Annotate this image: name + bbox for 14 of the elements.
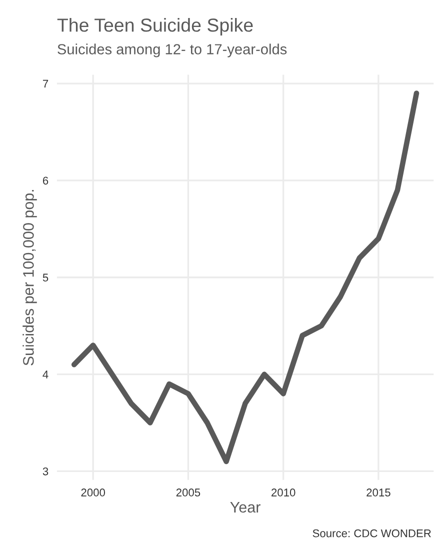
chart-title: The Teen Suicide Spike <box>57 18 253 36</box>
y-axis-title: Suicides per 100,000 pop. <box>22 190 37 366</box>
y-tick-label: 4 <box>42 370 48 378</box>
source-note: Source: CDC WONDER <box>312 529 431 538</box>
y-tick-label: 6 <box>42 176 48 185</box>
x-tick-label: 2000 <box>81 488 106 496</box>
x-tick-label: 2010 <box>272 488 296 496</box>
chart-subtitle: Suicides among 12- to 17-year-olds <box>58 44 287 58</box>
x-axis-title: Year <box>230 502 260 513</box>
x-tick-label: 2015 <box>366 488 390 496</box>
y-tick-label: 5 <box>42 274 48 282</box>
x-tick-label: 2005 <box>176 488 200 496</box>
y-tick-label: 3 <box>42 467 48 476</box>
y-tick-label: 7 <box>42 80 48 88</box>
